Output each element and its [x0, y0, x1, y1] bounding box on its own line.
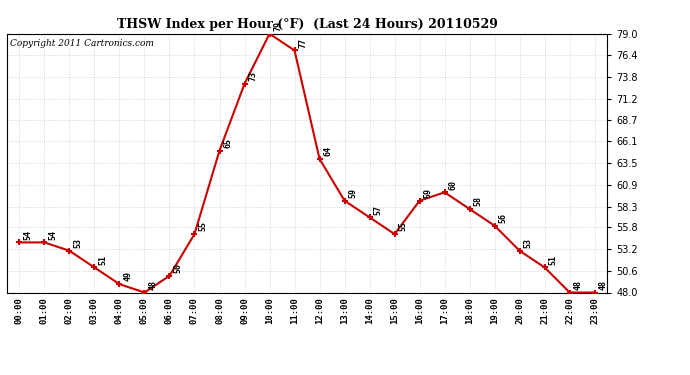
Text: 58: 58 [474, 196, 483, 206]
Text: 64: 64 [324, 146, 333, 156]
Text: 49: 49 [124, 272, 132, 281]
Text: 48: 48 [574, 280, 583, 290]
Text: 60: 60 [448, 180, 457, 189]
Text: 54: 54 [23, 230, 32, 240]
Text: 53: 53 [74, 238, 83, 248]
Text: 50: 50 [174, 263, 183, 273]
Text: 77: 77 [299, 38, 308, 48]
Text: 55: 55 [199, 221, 208, 231]
Text: 51: 51 [549, 255, 558, 265]
Text: 55: 55 [399, 221, 408, 231]
Text: Copyright 2011 Cartronics.com: Copyright 2011 Cartronics.com [10, 39, 154, 48]
Text: 59: 59 [348, 188, 357, 198]
Text: 65: 65 [224, 138, 233, 148]
Text: 59: 59 [424, 188, 433, 198]
Text: 73: 73 [248, 71, 257, 81]
Text: 79: 79 [274, 21, 283, 31]
Text: 53: 53 [524, 238, 533, 248]
Text: 51: 51 [99, 255, 108, 265]
Text: 57: 57 [374, 205, 383, 214]
Title: THSW Index per Hour (°F)  (Last 24 Hours) 20110529: THSW Index per Hour (°F) (Last 24 Hours)… [117, 18, 497, 31]
Text: 48: 48 [148, 280, 157, 290]
Text: 48: 48 [599, 280, 608, 290]
Text: 56: 56 [499, 213, 508, 223]
Text: 54: 54 [48, 230, 57, 240]
